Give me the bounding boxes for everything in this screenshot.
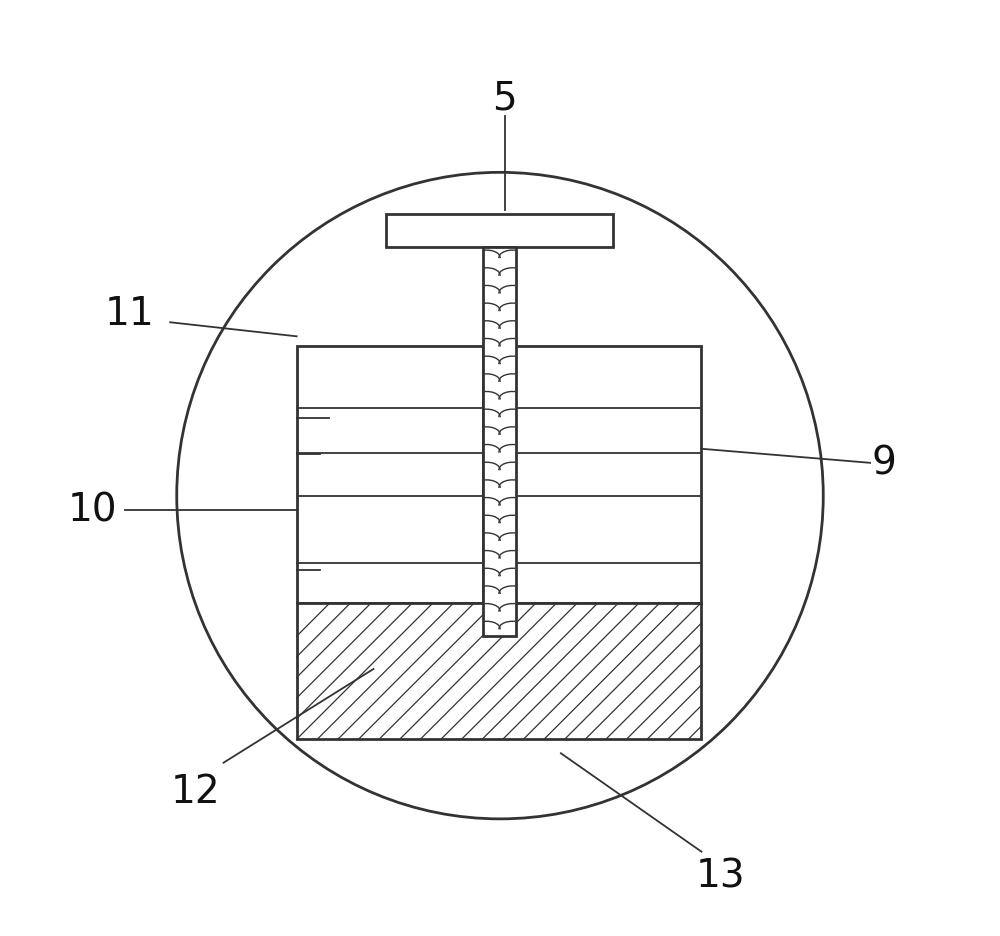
Text: 9: 9 (872, 445, 897, 482)
Text: 12: 12 (171, 772, 220, 810)
Bar (386, 214, 613, 248)
Text: 10: 10 (68, 491, 117, 529)
Bar (297, 604, 701, 739)
Bar (297, 346, 701, 604)
Text: 13: 13 (695, 856, 745, 894)
Text: 5: 5 (492, 80, 517, 117)
Bar (483, 248, 516, 636)
Text: 11: 11 (105, 295, 155, 332)
